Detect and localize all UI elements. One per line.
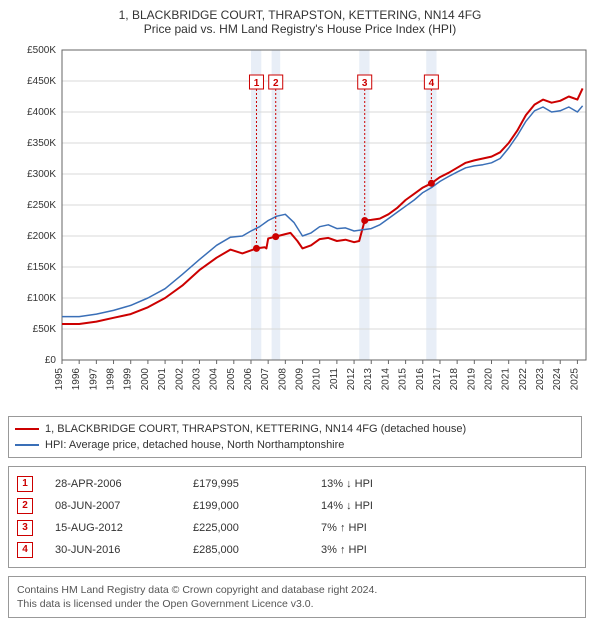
sale-row: 1 28-APR-2006 £179,995 13% ↓ HPI (17, 473, 577, 495)
sale-row: 3 15-AUG-2012 £225,000 7% ↑ HPI (17, 517, 577, 539)
sale-price: £199,000 (193, 495, 313, 517)
sale-delta: 7% ↑ HPI (321, 517, 421, 539)
sales-table: 1 28-APR-2006 £179,995 13% ↓ HPI 2 08-JUN-200… (8, 466, 586, 568)
svg-text:2021: 2021 (501, 368, 512, 391)
svg-text:2008: 2008 (277, 368, 288, 391)
legend-item: 1, BLACKBRIDGE COURT, THRAPSTON, KETTERI… (15, 421, 575, 437)
svg-text:2005: 2005 (226, 368, 237, 391)
svg-text:1996: 1996 (71, 368, 82, 391)
svg-text:2015: 2015 (398, 368, 409, 391)
title-line1: 1, BLACKBRIDGE COURT, THRAPSTON, KETTERI… (8, 8, 592, 22)
sale-price: £179,995 (193, 473, 313, 495)
svg-text:1998: 1998 (106, 368, 117, 391)
svg-text:2025: 2025 (569, 368, 580, 391)
svg-text:2009: 2009 (295, 368, 306, 391)
sale-price: £225,000 (193, 517, 313, 539)
svg-text:£0: £0 (45, 355, 57, 366)
sale-marker: 1 (17, 476, 33, 492)
sale-marker: 2 (17, 498, 33, 514)
svg-text:2003: 2003 (191, 368, 202, 391)
chart-svg: £0 £50K £100K £150K £200K £250K £300K £350K £400… (8, 40, 592, 410)
svg-text:1997: 1997 (88, 368, 99, 391)
sale-row: 4 30-JUN-2016 £285,000 3% ↑ HPI (17, 539, 577, 561)
svg-text:2017: 2017 (432, 368, 443, 391)
svg-text:2001: 2001 (157, 368, 168, 391)
svg-text:£350K: £350K (27, 138, 56, 149)
footer-line1: Contains HM Land Registry data © Crown c… (17, 583, 577, 597)
svg-text:£400K: £400K (27, 107, 56, 118)
sale-delta: 3% ↑ HPI (321, 539, 421, 561)
svg-text:£200K: £200K (27, 231, 56, 242)
svg-text:2022: 2022 (518, 368, 529, 391)
svg-text:1995: 1995 (54, 368, 65, 391)
svg-text:2020: 2020 (484, 368, 495, 391)
svg-text:2000: 2000 (140, 368, 151, 391)
svg-text:£250K: £250K (27, 200, 56, 211)
svg-text:2019: 2019 (466, 368, 477, 391)
price-chart: £0 £50K £100K £150K £200K £250K £300K £350K £400… (8, 40, 592, 410)
sale-date: 28-APR-2006 (55, 473, 185, 495)
svg-text:3: 3 (362, 78, 368, 89)
legend: 1, BLACKBRIDGE COURT, THRAPSTON, KETTERI… (8, 416, 582, 458)
svg-text:2014: 2014 (380, 368, 391, 391)
svg-text:2016: 2016 (415, 368, 426, 391)
svg-text:£100K: £100K (27, 293, 56, 304)
svg-text:2023: 2023 (535, 368, 546, 391)
sale-date: 08-JUN-2007 (55, 495, 185, 517)
svg-text:£50K: £50K (33, 324, 57, 335)
svg-text:2024: 2024 (552, 368, 563, 391)
svg-text:2: 2 (273, 78, 279, 89)
svg-text:2010: 2010 (312, 368, 323, 391)
svg-text:2006: 2006 (243, 368, 254, 391)
svg-text:2018: 2018 (449, 368, 460, 391)
svg-text:1999: 1999 (123, 368, 134, 391)
svg-text:2002: 2002 (174, 368, 185, 391)
svg-text:£300K: £300K (27, 169, 56, 180)
svg-text:2012: 2012 (346, 368, 357, 391)
sale-date: 30-JUN-2016 (55, 539, 185, 561)
svg-text:4: 4 (429, 78, 435, 89)
sale-row: 2 08-JUN-2007 £199,000 14% ↓ HPI (17, 495, 577, 517)
legend-swatch (15, 428, 39, 430)
legend-swatch (15, 444, 39, 446)
legend-label: HPI: Average price, detached house, Nort… (45, 437, 344, 453)
chart-title: 1, BLACKBRIDGE COURT, THRAPSTON, KETTERI… (8, 8, 592, 36)
footer-line2: This data is licensed under the Open Gov… (17, 597, 577, 611)
svg-text:2013: 2013 (363, 368, 374, 391)
footer: Contains HM Land Registry data © Crown c… (8, 576, 586, 618)
sale-delta: 13% ↓ HPI (321, 473, 421, 495)
svg-text:2007: 2007 (260, 368, 271, 391)
svg-text:£150K: £150K (27, 262, 56, 273)
svg-text:£450K: £450K (27, 76, 56, 87)
sale-date: 15-AUG-2012 (55, 517, 185, 539)
svg-text:2011: 2011 (329, 368, 340, 390)
sale-marker: 4 (17, 542, 33, 558)
svg-text:2004: 2004 (209, 368, 220, 391)
svg-text:£500K: £500K (27, 45, 56, 56)
legend-label: 1, BLACKBRIDGE COURT, THRAPSTON, KETTERI… (45, 421, 466, 437)
sale-delta: 14% ↓ HPI (321, 495, 421, 517)
sale-price: £285,000 (193, 539, 313, 561)
title-line2: Price paid vs. HM Land Registry's House … (8, 22, 592, 36)
svg-text:1: 1 (254, 78, 260, 89)
legend-item: HPI: Average price, detached house, Nort… (15, 437, 575, 453)
sale-marker: 3 (17, 520, 33, 536)
